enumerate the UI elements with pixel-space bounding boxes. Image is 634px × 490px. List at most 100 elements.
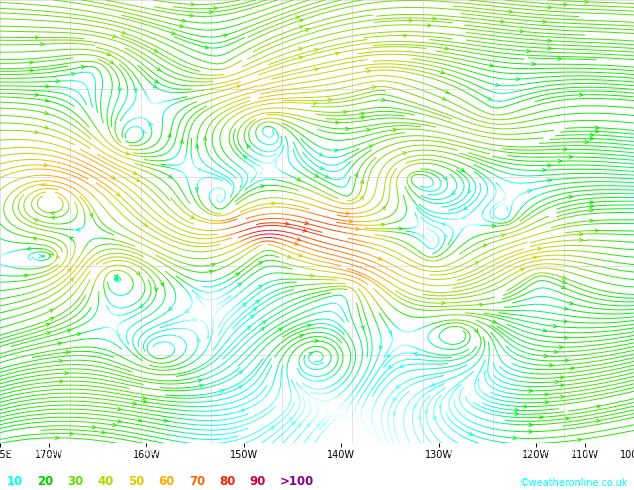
FancyArrowPatch shape: [421, 234, 425, 238]
FancyArrowPatch shape: [247, 145, 250, 148]
FancyArrowPatch shape: [545, 393, 548, 396]
FancyArrowPatch shape: [49, 310, 53, 313]
FancyArrowPatch shape: [242, 303, 246, 307]
FancyArrowPatch shape: [250, 316, 254, 318]
FancyArrowPatch shape: [361, 112, 365, 116]
FancyArrowPatch shape: [66, 351, 70, 354]
FancyArrowPatch shape: [349, 220, 353, 223]
FancyArrowPatch shape: [112, 176, 115, 179]
Text: Streamlines 10m [kts] ECMWF: Streamlines 10m [kts] ECMWF: [6, 446, 175, 456]
FancyArrowPatch shape: [299, 19, 303, 22]
FancyArrowPatch shape: [180, 24, 183, 27]
FancyArrowPatch shape: [24, 274, 28, 277]
FancyArrowPatch shape: [297, 178, 301, 181]
FancyArrowPatch shape: [60, 380, 63, 383]
FancyArrowPatch shape: [548, 179, 552, 182]
FancyArrowPatch shape: [585, 140, 588, 144]
FancyArrowPatch shape: [299, 254, 302, 257]
FancyArrowPatch shape: [153, 85, 157, 88]
FancyArrowPatch shape: [243, 155, 247, 159]
FancyArrowPatch shape: [34, 237, 37, 240]
Text: Fr 10-05-2024  06:00 UTC (12+18): Fr 10-05-2024 06:00 UTC (12+18): [428, 446, 628, 456]
FancyArrowPatch shape: [195, 187, 198, 191]
FancyArrowPatch shape: [475, 262, 479, 265]
FancyArrowPatch shape: [403, 152, 406, 155]
FancyArrowPatch shape: [569, 301, 573, 305]
FancyArrowPatch shape: [521, 269, 524, 271]
FancyArrowPatch shape: [597, 405, 600, 408]
FancyArrowPatch shape: [278, 328, 282, 331]
FancyArrowPatch shape: [190, 216, 194, 219]
FancyArrowPatch shape: [524, 405, 527, 408]
FancyArrowPatch shape: [136, 271, 139, 275]
FancyArrowPatch shape: [285, 222, 288, 225]
Text: 50: 50: [128, 475, 145, 488]
FancyArrowPatch shape: [164, 419, 167, 422]
FancyArrowPatch shape: [595, 229, 598, 232]
FancyArrowPatch shape: [303, 229, 307, 232]
FancyArrowPatch shape: [46, 323, 49, 326]
FancyArrowPatch shape: [501, 234, 505, 237]
FancyArrowPatch shape: [169, 175, 172, 178]
FancyArrowPatch shape: [564, 319, 567, 323]
FancyArrowPatch shape: [304, 221, 308, 224]
FancyArrowPatch shape: [432, 416, 436, 420]
FancyArrowPatch shape: [346, 212, 349, 215]
FancyArrowPatch shape: [143, 131, 146, 135]
FancyArrowPatch shape: [27, 247, 30, 250]
FancyArrowPatch shape: [50, 318, 54, 320]
FancyArrowPatch shape: [41, 43, 44, 46]
FancyArrowPatch shape: [289, 417, 292, 421]
FancyArrowPatch shape: [118, 420, 121, 423]
FancyArrowPatch shape: [72, 73, 75, 76]
FancyArrowPatch shape: [389, 330, 392, 334]
FancyArrowPatch shape: [314, 68, 318, 71]
FancyArrowPatch shape: [213, 7, 217, 10]
FancyArrowPatch shape: [35, 93, 39, 97]
FancyArrowPatch shape: [59, 359, 63, 363]
FancyArrowPatch shape: [140, 304, 143, 307]
FancyArrowPatch shape: [299, 48, 302, 51]
FancyArrowPatch shape: [126, 152, 129, 155]
FancyArrowPatch shape: [590, 208, 593, 212]
FancyArrowPatch shape: [579, 93, 583, 97]
FancyArrowPatch shape: [322, 423, 325, 426]
FancyArrowPatch shape: [475, 329, 478, 333]
FancyArrowPatch shape: [393, 128, 396, 131]
Text: 40: 40: [98, 475, 114, 488]
FancyArrowPatch shape: [562, 276, 566, 279]
FancyArrowPatch shape: [461, 169, 464, 171]
FancyArrowPatch shape: [559, 159, 562, 163]
FancyArrowPatch shape: [414, 352, 418, 356]
FancyArrowPatch shape: [287, 255, 291, 258]
Text: 20: 20: [37, 475, 53, 488]
FancyArrowPatch shape: [590, 219, 593, 222]
FancyArrowPatch shape: [154, 49, 158, 52]
FancyArrowPatch shape: [294, 242, 298, 245]
FancyArrowPatch shape: [439, 405, 442, 408]
FancyArrowPatch shape: [155, 288, 158, 291]
FancyArrowPatch shape: [220, 390, 224, 393]
FancyArrowPatch shape: [488, 97, 491, 100]
FancyArrowPatch shape: [136, 178, 139, 181]
FancyArrowPatch shape: [328, 98, 332, 102]
FancyArrowPatch shape: [190, 14, 193, 17]
FancyArrowPatch shape: [198, 379, 202, 383]
FancyArrowPatch shape: [238, 386, 242, 389]
FancyArrowPatch shape: [545, 401, 548, 404]
FancyArrowPatch shape: [543, 329, 547, 332]
FancyArrowPatch shape: [590, 201, 593, 204]
FancyArrowPatch shape: [119, 88, 122, 91]
FancyArrowPatch shape: [193, 318, 197, 321]
FancyArrowPatch shape: [432, 17, 436, 20]
FancyArrowPatch shape: [468, 189, 471, 193]
Text: ©weatheronline.co.uk: ©weatheronline.co.uk: [519, 478, 628, 488]
FancyArrowPatch shape: [431, 383, 435, 386]
FancyArrowPatch shape: [479, 303, 483, 306]
FancyArrowPatch shape: [335, 52, 339, 55]
FancyArrowPatch shape: [209, 11, 213, 14]
FancyArrowPatch shape: [389, 365, 392, 368]
FancyArrowPatch shape: [117, 407, 121, 411]
FancyArrowPatch shape: [51, 216, 55, 220]
FancyArrowPatch shape: [314, 49, 318, 51]
